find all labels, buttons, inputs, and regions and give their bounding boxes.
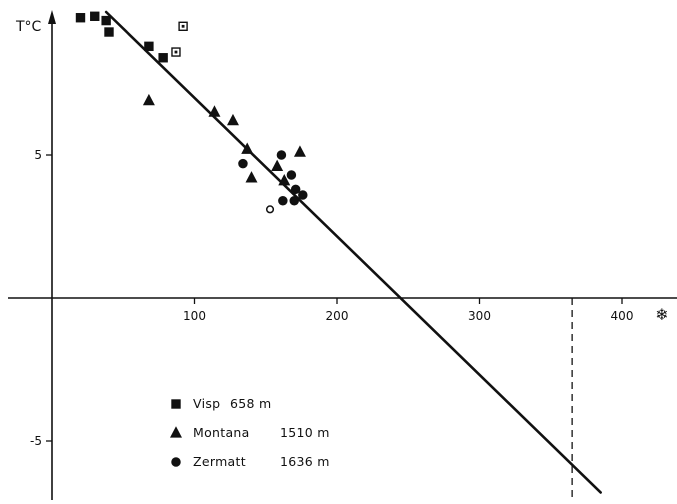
triangle-point [278,173,291,186]
x-tick-label: 100 [183,309,206,323]
square-point-shape [144,41,154,52]
legend: Visp 658 m Montana 1510 m Zermatt 1636 m [170,396,330,469]
legend-altitude: 1510 m [280,425,330,440]
triangle-point [245,171,258,183]
square-point [178,21,188,31]
data-points [75,11,308,214]
x-tick-label: 300 [468,309,491,323]
legend-name: Montana [193,425,250,440]
legend-marker-shape [171,399,181,409]
legend-name: Zermatt [193,454,246,469]
square-point [101,15,111,26]
square-point [75,13,86,23]
series-zermatt [238,150,308,214]
triangle-point [142,93,155,106]
square-point-shape [158,53,168,63]
triangle-point [208,105,221,117]
axes [8,10,677,500]
square-point-dot [181,24,185,28]
circle-point [290,184,301,195]
legend-altitude: 1636 m [280,454,330,469]
circle-point [265,205,275,214]
square-point-shape [75,13,86,23]
square-point [158,53,168,63]
legend-item-visp: Visp 658 m [171,396,272,411]
y-tick-label: 5 [34,148,42,162]
x-axis-unit-symbol: ❄ [655,305,668,324]
legend-marker [171,399,181,409]
square-point [171,47,181,57]
series-montana [142,93,306,186]
square-point-shape [90,11,100,21]
circle-point [278,196,288,206]
tick-labels: 100 200 300 400 5 -5 [30,148,633,448]
square-point-shape [104,27,114,37]
square-point [104,27,114,37]
legend-altitude: 658 m [230,396,272,411]
legend-name: Visp [193,396,220,411]
square-point-dot [174,50,178,54]
triangle-point [226,113,239,126]
circle-point [286,170,297,180]
regression-line [104,10,602,494]
circle-point [298,190,308,200]
square-point-shape [101,15,111,26]
series-visp [75,11,188,63]
triangle-point [271,159,284,172]
x-tick-label: 400 [611,309,634,323]
y-tick-label: -5 [30,434,42,448]
square-point [144,41,154,52]
lines [104,10,602,500]
circle-point [276,150,287,160]
square-point [90,11,100,21]
legend-item-montana: Montana 1510 m [170,425,330,440]
triangle-point [293,145,306,157]
triangle-point [241,142,254,154]
y-axis-arrow [48,10,56,24]
circle-point [289,196,299,206]
y-axis-label: T°C [15,19,42,35]
legend-marker [171,457,181,467]
x-tick-label: 200 [326,309,349,323]
circle-point [238,158,248,169]
legend-marker [170,426,182,438]
legend-item-zermatt: Zermatt 1636 m [171,454,330,469]
